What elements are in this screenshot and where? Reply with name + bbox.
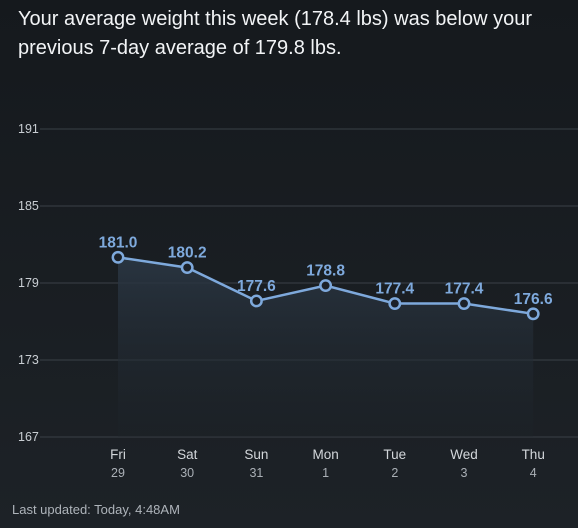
last-updated-text: Last updated: Today, 4:48AM (12, 502, 180, 517)
x-tick-date: 1 (322, 466, 329, 480)
data-point (457, 297, 471, 310)
data-point (180, 261, 194, 275)
x-tick-day: Thu (522, 447, 545, 462)
x-tick-date: 29 (111, 466, 125, 480)
x-tick-day: Tue (383, 447, 406, 462)
data-point (319, 279, 333, 293)
data-label: 176.6 (514, 291, 553, 308)
data-label: 180.2 (168, 245, 207, 262)
data-label: 178.8 (306, 263, 345, 280)
data-label: 177.4 (445, 281, 484, 298)
y-tick-label: 185 (18, 199, 39, 213)
data-point (249, 294, 263, 308)
x-tick-date: 4 (530, 466, 537, 480)
y-tick-label: 167 (18, 430, 39, 444)
data-label: 177.6 (237, 278, 276, 295)
data-point (526, 307, 540, 321)
data-label: 181.0 (99, 234, 138, 251)
x-axis: Fri 29 Sat 30 Sun 31 Mon 1 Tue 2 Wed 3 Thu 4 (110, 447, 545, 480)
x-tick-date: 3 (461, 466, 468, 480)
x-tick-day: Wed (450, 447, 478, 462)
area-layer (118, 257, 534, 437)
x-tick-date: 30 (180, 466, 194, 480)
weight-chart: 191 185 179 173 167 181.0 180.2 177.6 178.8 177.… (18, 122, 578, 480)
point-layer (111, 250, 540, 321)
x-tick-day: Fri (110, 447, 126, 462)
x-tick-day: Sun (244, 447, 268, 462)
data-point (111, 250, 125, 264)
x-tick-day: Mon (312, 447, 338, 462)
label-layer: 181.0 180.2 177.6 178.8 177.4 177.4 176.6 (99, 234, 553, 307)
summary-headline: Your average weight this week (178.4 lbs… (18, 8, 532, 59)
y-tick-label: 173 (18, 353, 39, 367)
x-tick-day: Sat (177, 447, 198, 462)
x-tick-date: 2 (391, 466, 398, 480)
data-label: 177.4 (375, 281, 414, 298)
area-fill (118, 257, 534, 437)
data-point (388, 297, 402, 310)
y-tick-label: 179 (18, 276, 39, 290)
y-tick-label: 191 (18, 122, 39, 136)
x-tick-date: 31 (249, 466, 263, 480)
